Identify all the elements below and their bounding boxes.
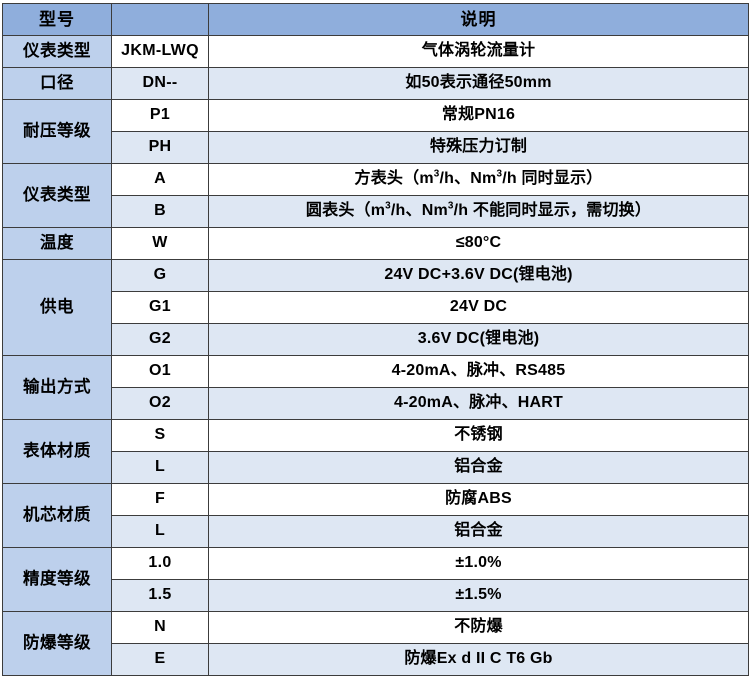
description-cell: 铝合金 xyxy=(208,451,749,484)
model-code-cell: F xyxy=(111,483,209,516)
row-group-label: 仪表类型 xyxy=(2,163,112,228)
description-cell: 方表头（m3/h、Nm3/h 同时显示） xyxy=(208,163,749,196)
product-model-spec-table: 型号 说明 仪表类型 JKM-LWQ 气体涡轮流量计 口径 DN-- 如50表示通径50m… xyxy=(2,3,749,676)
table-row: 1.5 ±1.5% xyxy=(3,579,749,612)
table-row: 供电 G 24V DC+3.6V DC(锂电池) xyxy=(2,259,749,356)
model-code-cell: G xyxy=(111,259,209,292)
description-cell: 圆表头（m3/h、Nm3/h 不能同时显示，需切换） xyxy=(208,195,749,228)
row-group-label: 温度 xyxy=(2,227,112,260)
description-cell: ±1.5% xyxy=(208,579,749,612)
description-cell: 不锈钢 xyxy=(208,419,749,452)
model-code-cell: 1.0 xyxy=(111,547,209,580)
row-group-label: 口径 xyxy=(2,67,112,100)
table-row: G2 3.6V DC(锂电池) xyxy=(3,323,749,356)
table-row: 精度等级 1.0 ±1.0% xyxy=(2,547,749,612)
model-code-cell: DN-- xyxy=(111,67,209,100)
table-row: 表体材质 S 不锈钢 xyxy=(2,419,749,484)
description-cell: 气体涡轮流量计 xyxy=(208,35,749,68)
table-body: 仪表类型 JKM-LWQ 气体涡轮流量计 口径 DN-- 如50表示通径50mm 耐压等级 P… xyxy=(2,35,749,676)
description-cell: 防爆Ex d II C T6 Gb xyxy=(208,643,749,676)
table-header-row: 型号 说明 xyxy=(2,3,749,36)
description-cell: 4-20mA、脉冲、RS485 xyxy=(208,355,749,388)
model-code-cell: N xyxy=(111,611,209,644)
column-header-model: 型号 xyxy=(2,3,112,36)
model-code-cell: PH xyxy=(111,131,209,164)
table-row: 仪表类型 JKM-LWQ 气体涡轮流量计 xyxy=(2,35,749,68)
table-row: E 防爆Ex d II C T6 Gb xyxy=(3,643,749,676)
description-cell: 防腐ABS xyxy=(208,483,749,516)
description-cell: 24V DC xyxy=(208,291,749,324)
model-code-cell: G1 xyxy=(111,291,209,324)
description-cell: 常规PN16 xyxy=(208,99,749,132)
model-code-cell: JKM-LWQ xyxy=(111,35,209,68)
description-cell: 24V DC+3.6V DC(锂电池) xyxy=(208,259,749,292)
table-row: 仪表类型 A 方表头（m3/h、Nm3/h 同时显示） xyxy=(2,163,749,228)
description-cell: 铝合金 xyxy=(208,515,749,548)
row-group-label: 机芯材质 xyxy=(2,483,112,548)
column-header-code xyxy=(111,3,209,36)
row-group-label: 仪表类型 xyxy=(2,35,112,68)
description-cell: 3.6V DC(锂电池) xyxy=(208,323,749,356)
table-row: 口径 DN-- 如50表示通径50mm xyxy=(2,67,749,100)
description-cell: 4-20mA、脉冲、HART xyxy=(208,387,749,420)
row-group-label: 精度等级 xyxy=(2,547,112,612)
table-row: B 圆表头（m3/h、Nm3/h 不能同时显示，需切换） xyxy=(3,195,749,228)
model-code-cell: A xyxy=(111,163,209,196)
model-code-cell: S xyxy=(111,419,209,452)
model-code-cell: B xyxy=(111,195,209,228)
row-group-label: 输出方式 xyxy=(2,355,112,420)
table-row: L 铝合金 xyxy=(3,451,749,484)
table-row: O2 4-20mA、脉冲、HART xyxy=(3,387,749,420)
model-code-cell: O2 xyxy=(111,387,209,420)
row-group-label: 防爆等级 xyxy=(2,611,112,676)
description-cell: 如50表示通径50mm xyxy=(208,67,749,100)
description-cell: 特殊压力订制 xyxy=(208,131,749,164)
table-row: 防爆等级 N 不防爆 xyxy=(2,611,749,676)
table-row: PH 特殊压力订制 xyxy=(3,131,749,164)
table-header: 型号 说明 xyxy=(2,3,749,36)
row-group-label: 耐压等级 xyxy=(2,99,112,164)
description-cell: ≤80°C xyxy=(208,227,749,260)
model-code-cell: W xyxy=(111,227,209,260)
model-code-cell: G2 xyxy=(111,323,209,356)
spec-table-container: 型号 说明 仪表类型 JKM-LWQ 气体涡轮流量计 口径 DN-- 如50表示通径50m… xyxy=(2,3,749,676)
model-code-cell: E xyxy=(111,643,209,676)
row-group-label: 供电 xyxy=(2,259,112,356)
table-row: 温度 W ≤80°C xyxy=(2,227,749,260)
table-row: G1 24V DC xyxy=(3,291,749,324)
model-code-cell: L xyxy=(111,451,209,484)
description-cell: ±1.0% xyxy=(208,547,749,580)
model-code-cell: 1.5 xyxy=(111,579,209,612)
table-row: 耐压等级 P1 常规PN16 xyxy=(2,99,749,164)
table-row: 机芯材质 F 防腐ABS xyxy=(2,483,749,548)
row-group-label: 表体材质 xyxy=(2,419,112,484)
model-code-cell: L xyxy=(111,515,209,548)
description-cell: 不防爆 xyxy=(208,611,749,644)
model-code-cell: O1 xyxy=(111,355,209,388)
column-header-description: 说明 xyxy=(208,3,749,36)
model-code-cell: P1 xyxy=(111,99,209,132)
table-row: 输出方式 O1 4-20mA、脉冲、RS485 xyxy=(2,355,749,420)
table-row: L 铝合金 xyxy=(3,515,749,548)
